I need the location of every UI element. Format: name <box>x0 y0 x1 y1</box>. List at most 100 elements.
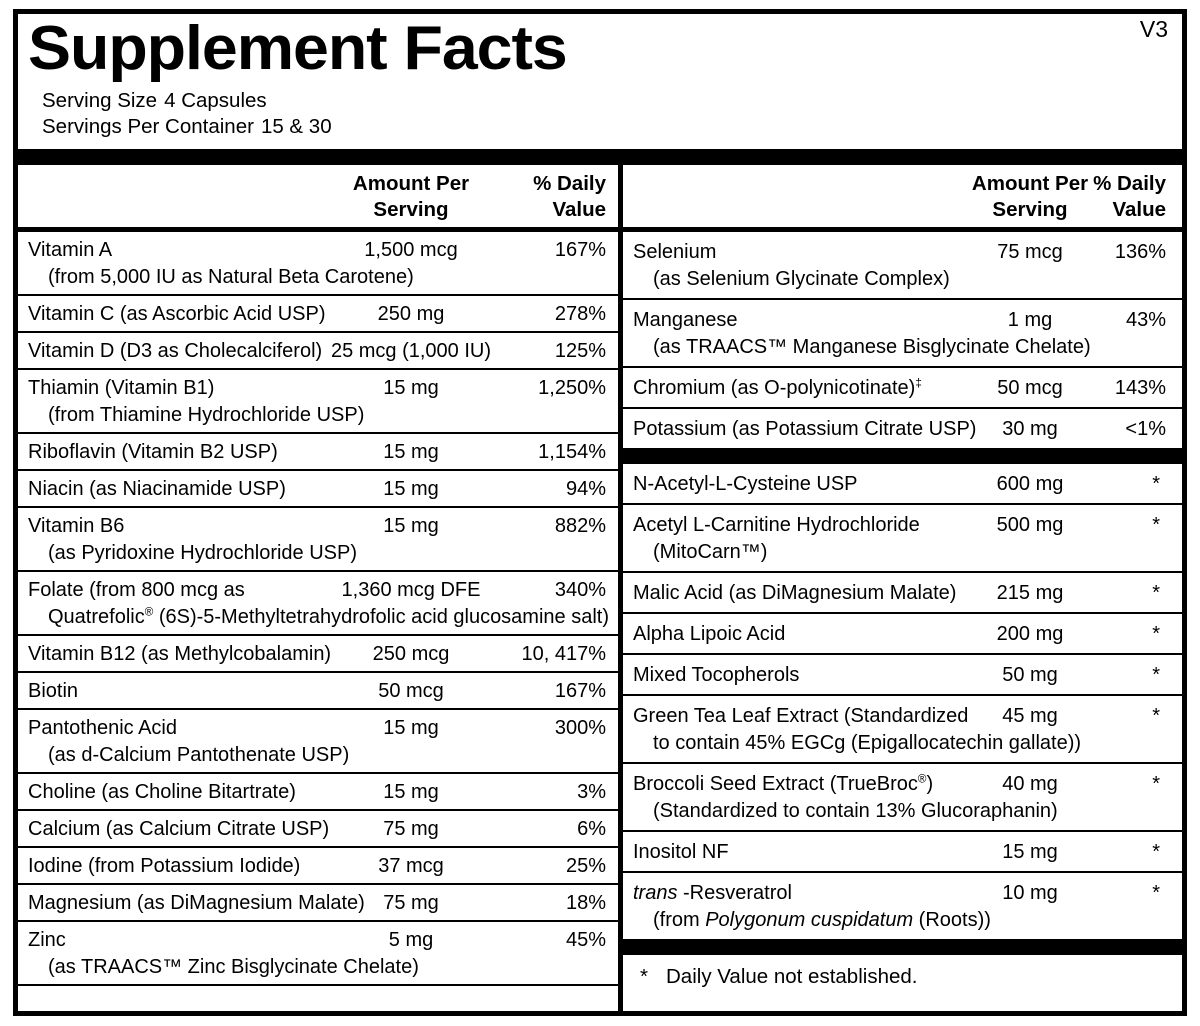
daily-value-cell: 6% <box>577 818 606 841</box>
daily-value-cell: 167% <box>554 680 606 703</box>
nutrient-name: Folate (from 800 mcg as <box>28 579 245 602</box>
nutrient-columns: Amount Per Serving % Daily Value Vitamin… <box>18 165 1182 1011</box>
amount-per-serving-header: Amount Per Serving <box>311 171 511 223</box>
nutrient-name: Vitamin C (as Ascorbic Acid USP) <box>28 303 326 326</box>
amount-header-line2: Serving <box>992 198 1068 222</box>
nutrient-name: Inositol NF <box>633 841 729 864</box>
nutrient-subtext: (MitoCarn™) <box>653 541 768 564</box>
amount-cell: 200 mg <box>996 623 1064 646</box>
nutrient-row: Vitamin B6 15 mg 882% (as Pyridoxine Hyd… <box>18 508 618 573</box>
amount-per-serving-header: Amount Per Serving <box>930 171 1130 223</box>
footnote-asterisk: * <box>640 965 648 989</box>
right-nutrient-column: Amount Per Serving % Daily Value Seleniu… <box>623 165 1182 1011</box>
serving-size-value: 4 Capsules <box>164 89 267 113</box>
daily-value-cell: 10, 417% <box>521 643 606 666</box>
nutrient-name: Pantothenic Acid <box>28 717 177 740</box>
nutrient-name: Green Tea Leaf Extract (Standardized <box>633 705 969 728</box>
amount-cell: 30 mg <box>1002 418 1058 441</box>
daily-value-cell: 18% <box>565 892 606 915</box>
amount-cell: 40 mg <box>1002 773 1058 796</box>
amount-cell: 1,360 mcg DFE <box>341 579 481 602</box>
daily-value-cell: * <box>1152 705 1160 728</box>
amount-header-line1: Amount Per <box>971 172 1089 196</box>
daily-value-cell: 278% <box>554 303 606 326</box>
nutrient-subtext: (from Thiamine Hydrochloride USP) <box>48 404 365 427</box>
daily-value-cell: 125% <box>554 340 606 363</box>
amount-header-line2: Serving <box>373 198 449 222</box>
amount-cell: 50 mg <box>1002 664 1058 687</box>
daily-value-cell: 143% <box>1114 377 1166 400</box>
daily-value-cell: 167% <box>554 239 606 262</box>
nutrient-row: Vitamin A 1,500 mcg 167% (from 5,000 IU … <box>18 232 618 297</box>
amount-cell: 15 mg <box>1002 841 1058 864</box>
nutrient-name: Biotin <box>28 680 79 703</box>
nutrient-row: Niacin (as Niacinamide USP) 15 mg 94% <box>18 471 618 509</box>
amount-cell: 15 mg <box>383 717 439 740</box>
footnote: * Daily Value not established. <box>623 955 1182 990</box>
nutrient-row: Broccoli Seed Extract (TrueBroc®) 40 mg … <box>623 764 1182 833</box>
nutrient-subtext: (Standardized to contain 13% Glucoraphan… <box>653 800 1058 823</box>
footnote-text: Daily Value not established. <box>666 965 918 989</box>
nutrient-row: Riboflavin (Vitamin B2 USP) 15 mg 1,154% <box>18 434 618 472</box>
daily-value-header: % Daily Value <box>1093 171 1166 223</box>
daily-value-cell: 43% <box>1125 309 1166 332</box>
nutrient-name: Acetyl L-Carnitine Hydrochloride <box>633 514 920 537</box>
amount-cell: 15 mg <box>383 441 439 464</box>
nutrient-row: Acetyl L-Carnitine Hydrochloride 500 mg … <box>623 505 1182 574</box>
daily-value-cell: * <box>1152 773 1160 796</box>
dv-header-line1: % Daily <box>1093 172 1166 196</box>
nutrient-subtext: (from Polygonum cuspidatum (Roots)) <box>653 909 991 932</box>
amount-cell: 500 mg <box>996 514 1064 537</box>
nutrient-name: Magnesium (as DiMagnesium Malate) <box>28 892 365 915</box>
header-divider-bar <box>18 149 1182 166</box>
daily-value-cell: * <box>1152 623 1160 646</box>
nutrient-row: Vitamin D (D3 as Cholecalciferol) 25 mcg… <box>18 333 618 371</box>
amount-cell: 1,500 mcg <box>364 239 458 262</box>
nutrient-subtext: (from 5,000 IU as Natural Beta Carotene) <box>48 266 414 289</box>
panel-title: Supplement Facts <box>28 14 568 83</box>
daily-value-cell: * <box>1152 514 1160 537</box>
daily-value-cell: 340% <box>554 579 606 602</box>
nutrient-row: Inositol NF 15 mg * <box>623 832 1182 874</box>
serving-size-label: Serving Size <box>42 89 158 113</box>
dv-header-line2: Value <box>1112 198 1166 222</box>
daily-value-cell: * <box>1152 582 1160 605</box>
nutrient-row: Potassium (as Potassium Citrate USP) 30 … <box>623 409 1182 448</box>
amount-cell: 250 mg <box>377 303 445 326</box>
daily-value-cell: * <box>1152 473 1160 496</box>
daily-value-cell: 45% <box>565 929 606 952</box>
nutrient-name: Vitamin B12 (as Methylcobalamin) <box>28 643 332 666</box>
dv-header-line2: Value <box>552 198 606 222</box>
nutrient-name: Mixed Tocopherols <box>633 664 800 687</box>
nutrient-name: Potassium (as Potassium Citrate USP) <box>633 418 977 441</box>
amount-cell: 75 mcg <box>997 241 1063 264</box>
dv-header-line1: % Daily <box>533 172 606 196</box>
nutrient-name: Calcium (as Calcium Citrate USP) <box>28 818 330 841</box>
amount-header-line1: Amount Per <box>352 172 470 196</box>
column-separator <box>618 165 623 1011</box>
amount-cell: 15 mg <box>383 377 439 400</box>
version-tag: V3 <box>1139 16 1168 42</box>
daily-value-cell: * <box>1152 882 1160 905</box>
left-nutrient-column: Amount Per Serving % Daily Value Vitamin… <box>18 165 618 1011</box>
amount-cell: 15 mg <box>383 515 439 538</box>
amount-cell: 75 mg <box>383 818 439 841</box>
nutrient-row: Folate (from 800 mcg as 1,360 mcg DFE 34… <box>18 572 618 637</box>
nutrient-subtext: (as TRAACS™ Manganese Bisglycinate Chela… <box>653 336 1091 359</box>
servings-per-container-value: 15 & 30 <box>260 115 332 139</box>
servings-per-container-label: Servings Per Container <box>42 115 254 139</box>
nutrient-name: Vitamin B6 <box>28 515 125 538</box>
section-divider-bar <box>623 939 1182 956</box>
nutrient-name: Niacin (as Niacinamide USP) <box>28 478 286 501</box>
left-column-header: Amount Per Serving % Daily Value <box>18 165 618 233</box>
daily-value-cell: 136% <box>1114 241 1166 264</box>
nutrient-name: Alpha Lipoic Acid <box>633 623 786 646</box>
daily-value-cell: 3% <box>577 781 606 804</box>
daily-value-cell: 25% <box>565 855 606 878</box>
nutrient-name: Vitamin A <box>28 239 113 262</box>
amount-cell: 25 mcg (1,000 IU) <box>330 340 492 363</box>
nutrient-row: Magnesium (as DiMagnesium Malate) 75 mg … <box>18 885 618 923</box>
supplement-facts-panel: V3 Supplement Facts Serving Size 4 Capsul… <box>13 9 1187 1016</box>
nutrient-row: Biotin 50 mcg 167% <box>18 673 618 711</box>
